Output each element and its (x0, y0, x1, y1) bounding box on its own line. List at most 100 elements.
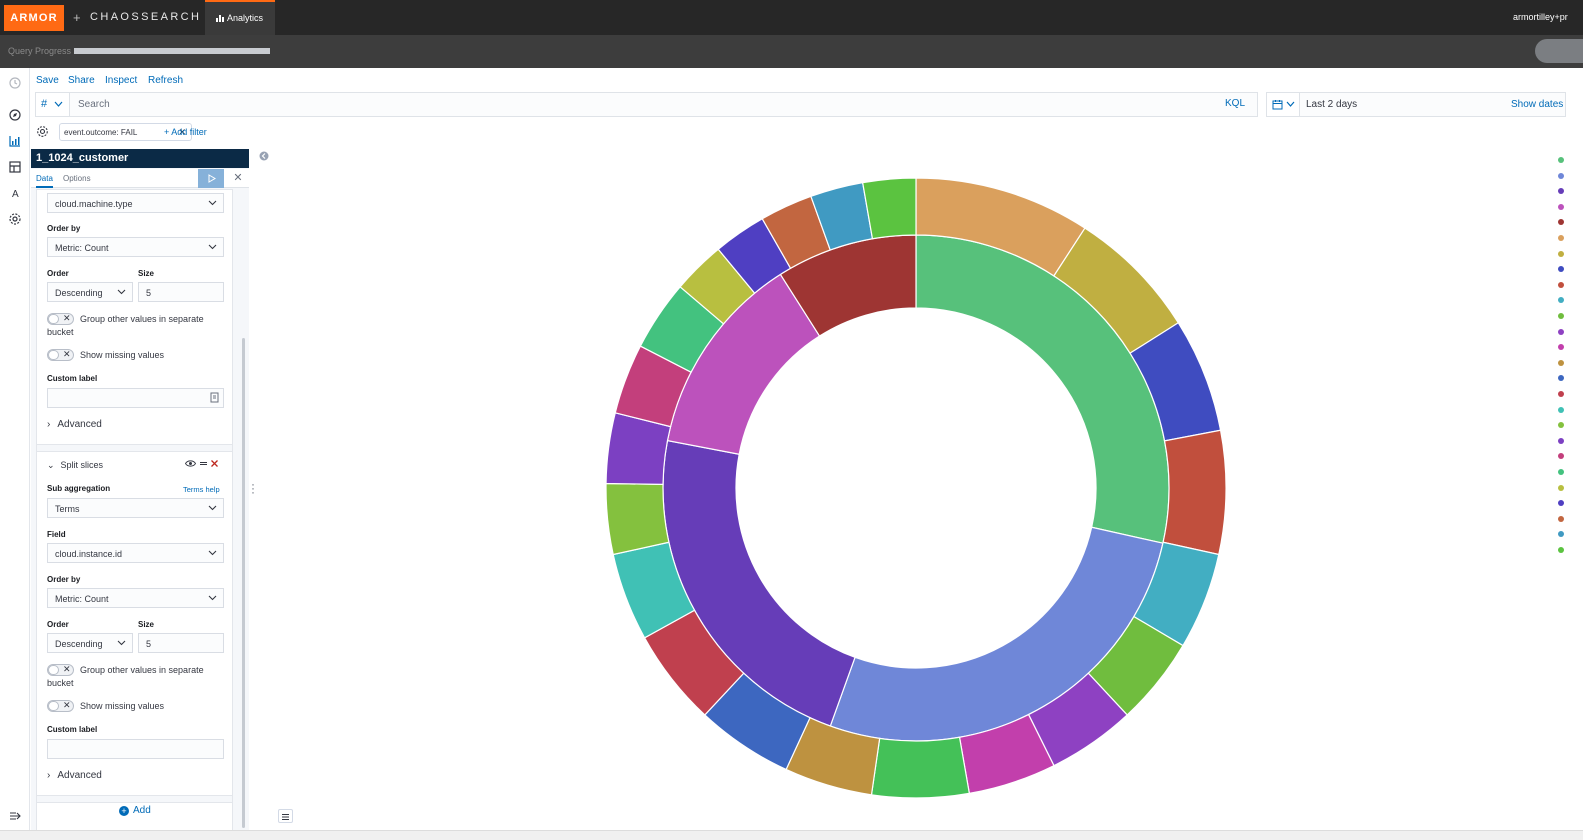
legend-item-dot[interactable] (1558, 250, 1564, 257)
advanced-toggle[interactable]: › Advanced (47, 770, 102, 781)
visualization-editor-sidebar: 1_1024_customer Data Options ✕ cloud.mac… (31, 149, 249, 833)
legend-item-dot[interactable] (1558, 281, 1564, 288)
terms-help-link[interactable]: Terms help (183, 485, 220, 494)
progress-pill-button[interactable] (1535, 39, 1583, 63)
legend-item-dot[interactable] (1558, 297, 1564, 304)
legend-item-dot[interactable] (1558, 547, 1564, 553)
order-by-select[interactable]: Metric: Count (47, 588, 224, 608)
delete-x-icon[interactable] (210, 459, 219, 468)
armor-logo[interactable]: ARMOR (4, 5, 64, 31)
share-link[interactable]: Share (68, 75, 95, 86)
chaossearch-logo[interactable]: CHAOSSEARCH (90, 11, 202, 23)
legend-item-dot[interactable] (1558, 406, 1564, 413)
legend-item-dot[interactable] (1558, 157, 1564, 163)
filter-pill[interactable]: event.outcome: FAIL ✕ (59, 123, 192, 141)
order-select[interactable]: Descending (47, 633, 133, 653)
toggle-legend-button[interactable] (278, 809, 293, 823)
legend-item-dot[interactable] (1558, 235, 1564, 241)
show-dates-button[interactable]: Show dates (1511, 99, 1564, 110)
quick-menu-button[interactable] (1267, 93, 1300, 116)
tab-analytics[interactable]: Analytics (205, 0, 275, 35)
search-input[interactable] (70, 93, 1220, 116)
legend-item-dot[interactable] (1558, 375, 1564, 382)
custom-label-input[interactable] (47, 739, 224, 759)
apply-changes-button[interactable] (198, 169, 224, 188)
chevron-right-icon: › (47, 770, 51, 781)
text-a-icon[interactable]: A (8, 186, 22, 200)
user-menu[interactable]: armortilley+pr (1513, 12, 1568, 22)
custom-label-input[interactable] (47, 388, 224, 408)
size-input[interactable]: 5 (138, 633, 224, 653)
filter-pill-label: event.outcome: FAIL (64, 128, 138, 137)
size-input[interactable]: 5 (138, 282, 224, 302)
legend-item-dot[interactable] (1558, 500, 1564, 507)
split-slices-header[interactable]: ⌄ Split slices (47, 460, 103, 471)
order-by-label: Order by (47, 224, 81, 233)
legend-item-dot[interactable] (1558, 437, 1564, 444)
query-progress-track (74, 48, 270, 54)
visualize-icon[interactable] (8, 134, 22, 148)
compass-icon[interactable] (8, 108, 22, 122)
legend-item-dot[interactable] (1558, 484, 1564, 491)
field-select[interactable]: cloud.instance.id (47, 543, 224, 563)
legend-item-dot[interactable] (1558, 188, 1564, 195)
legend-item-dot[interactable] (1558, 172, 1564, 179)
legend-item-dot[interactable] (1558, 344, 1564, 351)
pie-slice-outer-14[interactable] (605, 482, 670, 556)
pie-slice-outer-22[interactable] (861, 177, 917, 240)
list-icon (282, 814, 289, 820)
legend-item-dot[interactable] (1558, 313, 1564, 319)
legend-item-dot[interactable] (1558, 328, 1564, 335)
legend-item-dot[interactable] (1558, 515, 1564, 522)
field-select[interactable]: cloud.machine.type (47, 193, 224, 213)
editor-scroll-area[interactable]: cloud.machine.type Order by Metric: Coun… (36, 189, 233, 831)
add-filter-button[interactable]: + Add filter (164, 127, 207, 137)
legend-item-dot[interactable] (1558, 391, 1564, 397)
resize-handle-icon[interactable]: · · · (251, 477, 255, 499)
order-by-select[interactable]: Metric: Count (47, 237, 224, 257)
show-missing-toggle[interactable]: ✕ (47, 349, 74, 361)
legend-item-dot[interactable] (1558, 422, 1564, 429)
legend-item-dot[interactable] (1558, 469, 1564, 475)
legend-item-dot[interactable] (1558, 203, 1564, 210)
index-pattern-button[interactable]: # (36, 93, 70, 116)
legend-item-dot[interactable] (1558, 219, 1564, 226)
legend-item-dot[interactable] (1558, 453, 1564, 460)
expand-nav-icon[interactable] (9, 811, 21, 821)
donut-chart[interactable] (273, 149, 1553, 830)
pie-slice-outer-9[interactable] (870, 736, 971, 799)
show-missing-toggle[interactable]: ✕ (47, 700, 74, 712)
tab-data[interactable]: Data (36, 174, 53, 188)
settings-gear-icon[interactable] (8, 212, 22, 226)
kql-button[interactable]: KQL (1225, 98, 1246, 109)
date-range-label[interactable]: Last 2 days (1306, 99, 1358, 110)
eye-icon[interactable] (184, 459, 197, 468)
inspect-link[interactable]: Inspect (105, 75, 138, 86)
close-icon[interactable]: ✕ (178, 127, 186, 137)
add-aggregation-button[interactable]: + Add (119, 805, 151, 816)
dashboard-icon[interactable] (8, 160, 22, 174)
sub-aggregation-select[interactable]: Terms (47, 498, 224, 518)
drag-handle-icon[interactable] (199, 459, 208, 468)
chevron-down-icon (208, 200, 217, 206)
legend-item-dot[interactable] (1558, 266, 1564, 273)
split-slices-title: Split slices (60, 460, 104, 470)
advanced-toggle[interactable]: › Advanced (47, 419, 102, 430)
collapse-sidebar-icon[interactable] (259, 151, 269, 161)
group-other-toggle[interactable]: ✕ (47, 664, 74, 676)
order-select[interactable]: Descending (47, 282, 133, 302)
tab-options[interactable]: Options (63, 174, 91, 183)
legend-item-dot[interactable] (1558, 531, 1564, 538)
chevron-down-icon (54, 101, 63, 107)
pie-slice-outer-4[interactable] (1162, 429, 1227, 556)
add-label: Add (133, 805, 151, 816)
group-other-toggle[interactable]: ✕ (47, 313, 74, 325)
clock-icon[interactable] (8, 76, 22, 90)
sidebar-scrollbar[interactable] (242, 338, 245, 828)
query-progress-label: Query Progress (8, 46, 72, 56)
close-icon[interactable]: ✕ (233, 172, 243, 184)
save-link[interactable]: Save (36, 75, 59, 86)
legend-item-dot[interactable] (1558, 359, 1564, 366)
filter-settings-gear-icon[interactable] (36, 125, 49, 138)
refresh-link[interactable]: Refresh (148, 75, 184, 86)
